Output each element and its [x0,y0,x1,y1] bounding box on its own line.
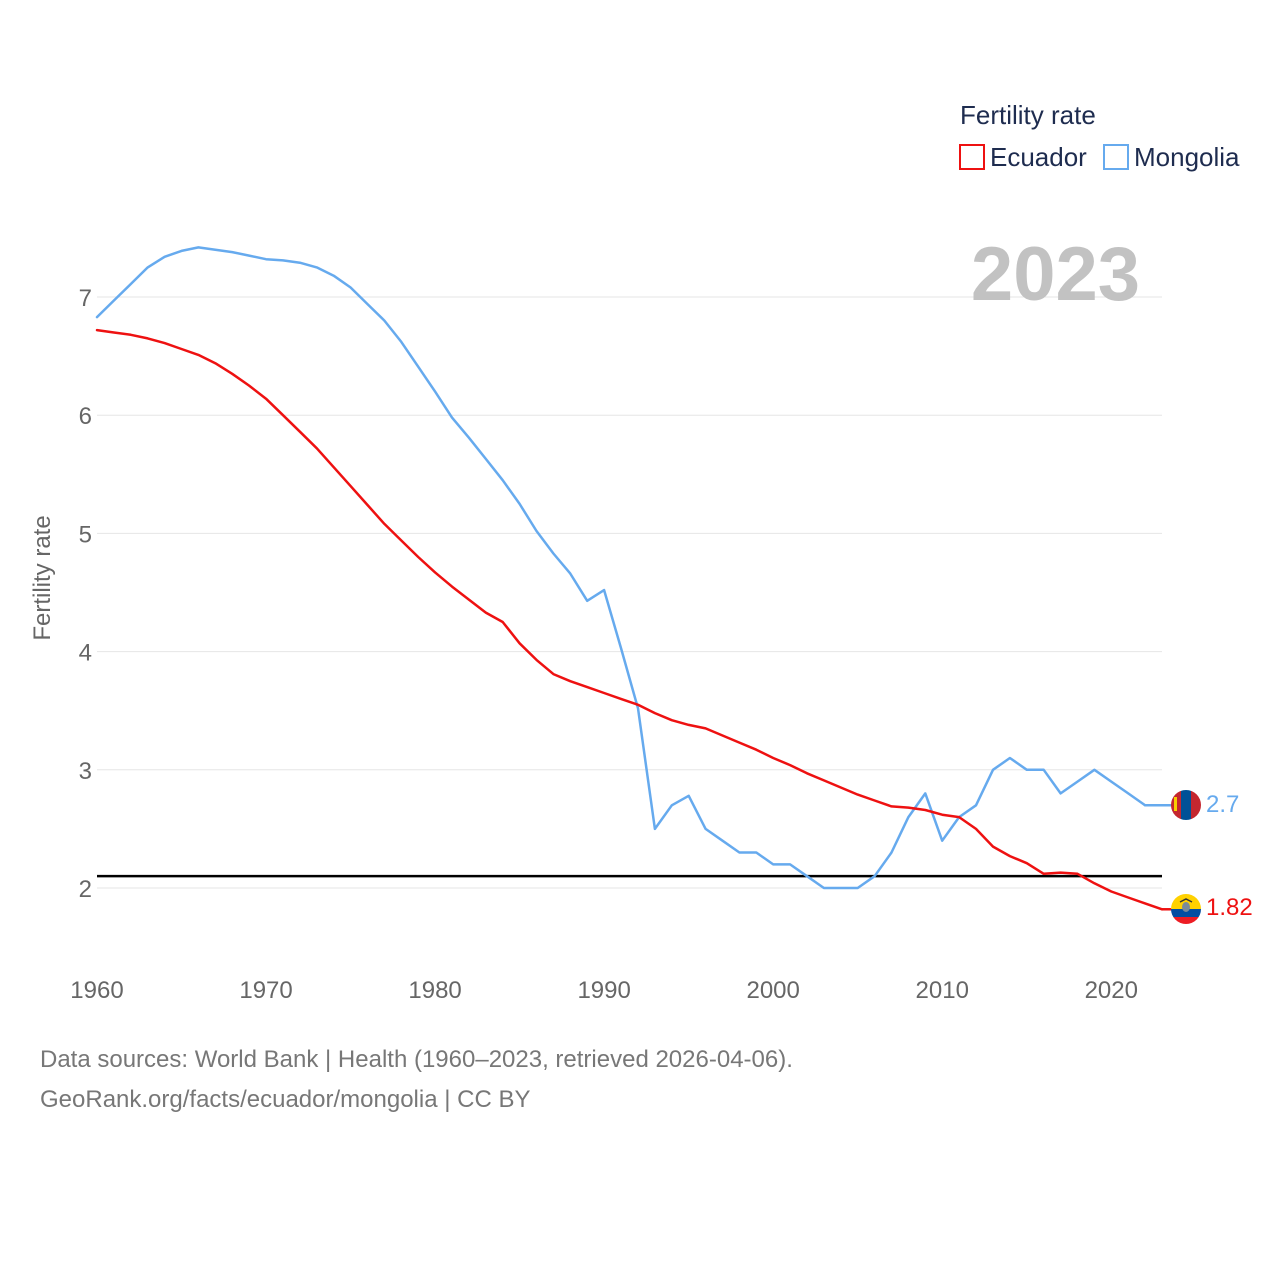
y-tick-label: 5 [79,521,92,548]
footer-attribution: GeoRank.org/facts/ecuador/mongolia | CC … [40,1086,531,1113]
x-tick-label: 2000 [746,977,799,1004]
series-lines [95,246,1172,911]
x-tick-label: 2010 [916,977,969,1004]
footer: Data sources: World Bank | Health (1960–… [40,1040,793,1120]
x-tick-label: 1960 [70,977,123,1004]
legend-item-mongolia[interactable]: Mongolia [1103,142,1240,172]
legend: Fertility rate Ecuador Mongolia [959,100,1240,172]
y-axis-title: Fertility rate [29,515,56,640]
series-line-mongolia [95,246,1164,890]
x-tick-label: 2020 [1085,977,1138,1004]
y-tick-label: 4 [79,640,92,667]
y-tick-label: 6 [79,403,92,430]
x-tick-label: 1990 [577,977,630,1004]
x-tick-label: 1970 [239,977,292,1004]
x-tick-label: 1980 [408,977,461,1004]
y-tick-label: 2 [79,876,92,903]
year-label: 2023 [971,232,1140,317]
series-line-ecuador [95,328,1164,911]
legend-label-ecuador: Ecuador [990,142,1087,172]
y-tick-label: 7 [79,285,92,312]
y-axis-ticks: 2 3 4 5 6 7 [79,285,92,903]
x-axis-ticks: 1960 1970 1980 1990 2000 2010 2020 [70,977,1138,1004]
legend-item-ecuador[interactable]: Ecuador [959,142,1087,172]
gridlines [97,296,1162,889]
legend-label-mongolia: Mongolia [1134,142,1240,172]
ecuador-flag-icon [1171,894,1201,924]
legend-title: Fertility rate [960,100,1096,130]
footer-sources: Data sources: World Bank | Health (1960–… [40,1046,793,1073]
legend-swatch-ecuador [959,144,985,170]
end-label-mongolia: 2.7 [1206,791,1239,818]
mongolia-flag-icon [1171,790,1201,820]
legend-swatch-mongolia [1103,144,1129,170]
end-label-ecuador: 1.82 [1206,894,1253,921]
y-tick-label: 3 [79,758,92,785]
